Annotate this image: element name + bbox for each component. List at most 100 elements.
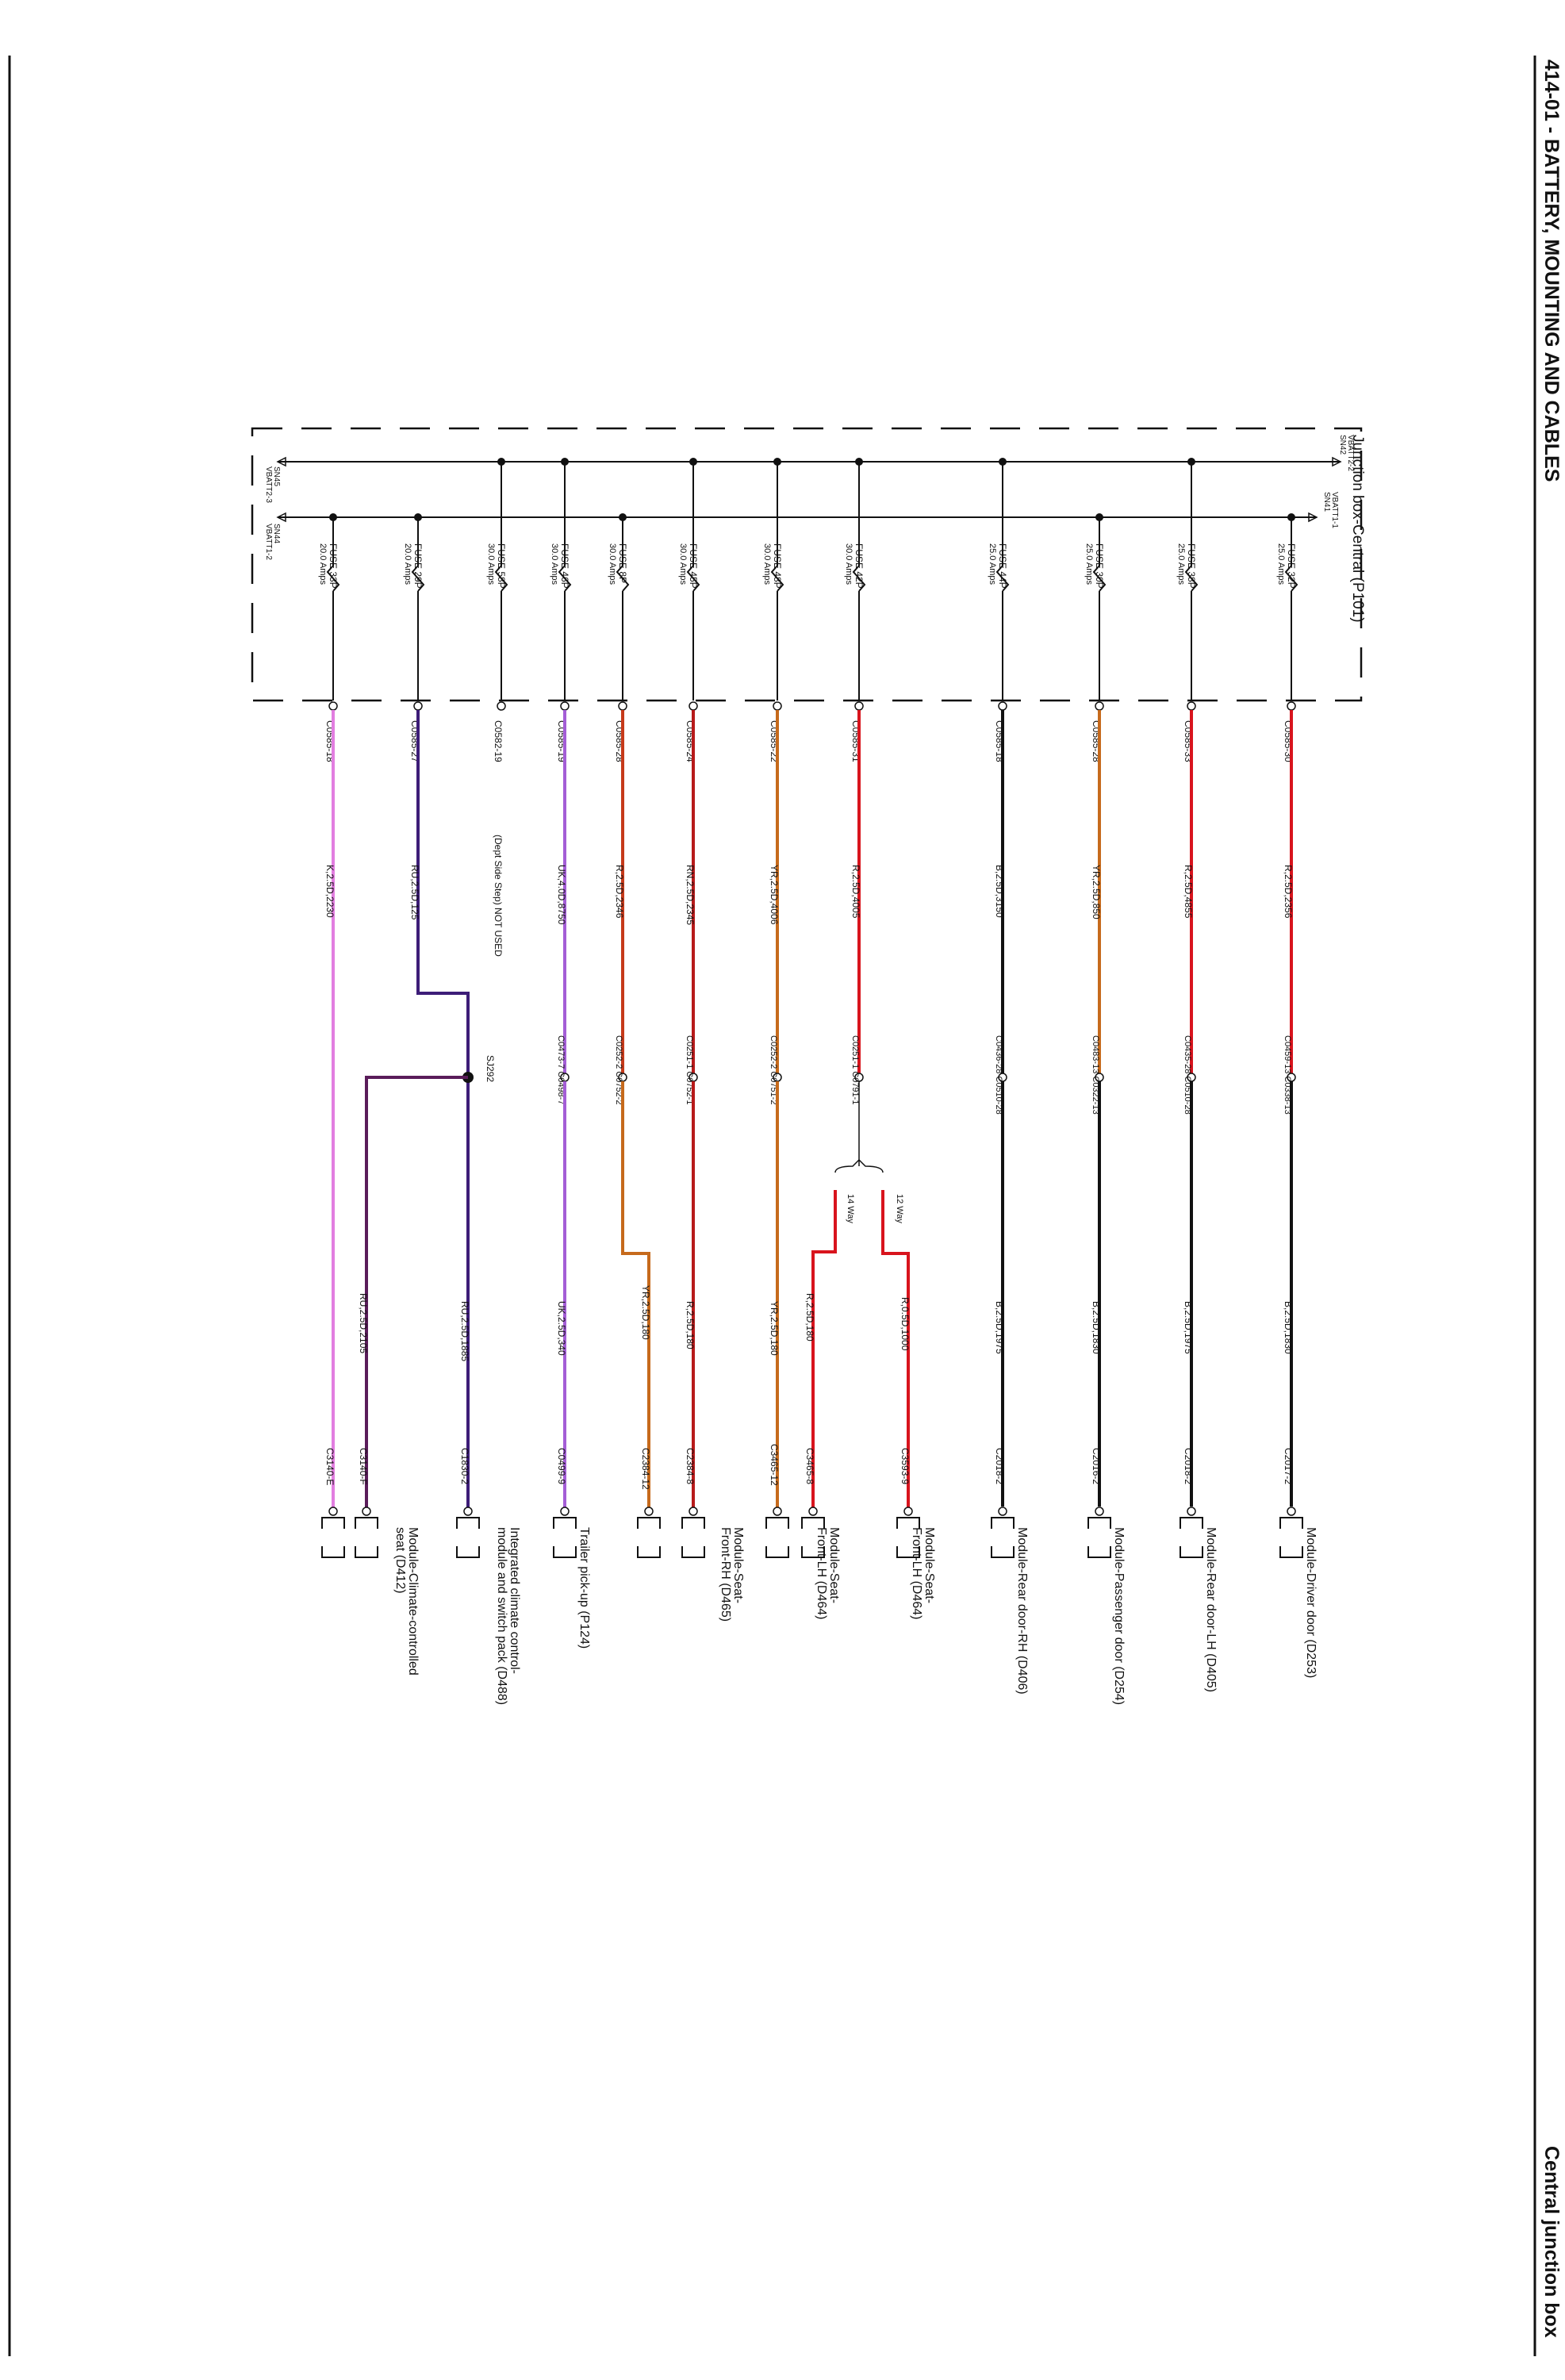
undefined	[1287, 1507, 1296, 1516]
undefined	[560, 1507, 570, 1516]
module-label: Module-Seat-	[731, 1527, 745, 1603]
fuse-label: FUSE 42P	[853, 543, 865, 589]
wire-label: YR,2.5D,4006	[769, 865, 780, 925]
wire-7-lower	[621, 1081, 650, 1511]
fuse-symbol	[411, 565, 425, 592]
module-label: Module-Rear door-LH (D405)	[1204, 1527, 1218, 1692]
wire-label: YR,2.5D,850	[1091, 865, 1102, 919]
wire-label: R,2.5D,4855	[1183, 865, 1194, 919]
bus-a-right-label: VBATT2-2	[1346, 435, 1355, 471]
wire-label: B,2.5D,3150	[994, 865, 1005, 918]
fuse-label: FUSE 45P	[688, 543, 699, 589]
fuse-rating: 30.0 Amps	[486, 543, 496, 585]
end-connector-label: C2018-2	[1183, 1448, 1194, 1484]
wire-label-lower: B,2.5D,1830	[1091, 1301, 1102, 1354]
undefined	[413, 701, 423, 711]
module-label: Trailer pick-up (P124)	[577, 1527, 591, 1649]
seat-lh-end-b-label: C3465-8	[804, 1448, 815, 1484]
bus-a-right-sub: SN42	[1338, 435, 1347, 455]
fuse-rating: 25.0 Amps	[1084, 543, 1094, 585]
fuse-rating: 30.0 Amps	[608, 543, 617, 585]
undefined	[328, 1507, 338, 1516]
undefined	[896, 1517, 920, 1558]
undefined	[463, 1507, 473, 1516]
module-label: Front-LH (D464)	[815, 1527, 828, 1619]
fuse-label: FUSE 8P	[617, 543, 628, 583]
fuse-label: FUSE 38P	[1186, 543, 1197, 589]
wire-label-lower: RU,2.5D,1885	[459, 1301, 470, 1361]
fuse-rating: 25.0 Amps	[1176, 543, 1186, 585]
wire-label-lower: B,2.5D,1975	[994, 1301, 1005, 1354]
undefined	[903, 1507, 913, 1516]
bus-b-left-label: SN44	[272, 524, 281, 543]
undefined	[1095, 701, 1104, 711]
undefined	[991, 1517, 1015, 1558]
undefined	[1180, 1517, 1203, 1558]
undefined	[321, 1517, 345, 1558]
fuse-rating: 20.0 Amps	[318, 543, 328, 585]
fuse-rating: 30.0 Amps	[550, 543, 559, 585]
undefined	[1187, 701, 1196, 711]
undefined	[637, 1517, 661, 1558]
undefined	[808, 1507, 818, 1516]
fuse-symbol	[852, 565, 866, 592]
fuse-label: FUSE 44P	[997, 543, 1008, 589]
undefined	[773, 1507, 782, 1516]
wire-label: K,2.5D,2230	[324, 865, 336, 918]
undefined	[1095, 1507, 1104, 1516]
wire-label-lower: YR,2.5D,180	[640, 1285, 651, 1340]
end-connector-label: C3140-E	[324, 1448, 336, 1485]
junction-box-outline	[251, 427, 1363, 702]
end-connector-label: C2018-2	[994, 1448, 1005, 1484]
fuse-label: FUSE 48P	[772, 543, 783, 589]
undefined	[1279, 1517, 1303, 1558]
fuse-rating: 30.0 Amps	[762, 543, 772, 585]
wire-label: UK,4.0D,8750	[556, 865, 567, 925]
wire-label: R,2.5D,4005	[850, 865, 861, 919]
wire-label-lower: RU,2.5D,2105	[358, 1293, 369, 1353]
bus-b-left-sub: VBATT1-2	[264, 524, 273, 560]
seat-lh-12way-wire	[881, 1190, 910, 1511]
seat-lh-14way-wire	[811, 1190, 837, 1511]
module-label: Module-Seat-	[923, 1527, 936, 1603]
fuse-label: FUSE 46P	[559, 543, 570, 589]
end-connector-label: C2384-8	[685, 1448, 696, 1484]
fuse-symbol	[1284, 565, 1298, 592]
module-label: Module-Passenger door (D254)	[1112, 1527, 1126, 1705]
fuse-symbol	[1184, 565, 1199, 592]
module-label: Module-Climate-controlled	[406, 1527, 420, 1676]
wire-label-lower: B,2.5D,1830	[1283, 1301, 1294, 1354]
wire-splice-branch	[365, 1076, 468, 1511]
end-connector-label: C3140-F	[358, 1448, 369, 1485]
bus-b: SN44 VBATT1-2 VBATT1-1 SN41	[264, 492, 1339, 560]
bus-b-right-sub: SN41	[1322, 492, 1331, 512]
undefined	[854, 701, 864, 711]
fuse-symbol	[686, 565, 700, 592]
seat-14way-label: 14 Way	[846, 1194, 855, 1223]
module-label: Front-RH (D465)	[719, 1527, 732, 1622]
undefined	[456, 1517, 480, 1558]
undefined	[1287, 701, 1296, 711]
seat-lh-wire-a-label: R,0.5D,1000	[899, 1297, 911, 1351]
fuse-symbol	[1092, 565, 1107, 592]
end-connector-label: C3465-12	[769, 1444, 780, 1486]
wire-label-lower: YR,2.5D,180	[769, 1301, 780, 1356]
end-connector-label: C2016-2	[1091, 1448, 1102, 1484]
wire-label: R,2.5D,2346	[614, 865, 625, 919]
undefined	[560, 701, 570, 711]
fuse-label: FUSE 29P	[412, 543, 424, 589]
fuse-label: FUSE 32P	[1286, 543, 1297, 589]
junction-box-label: Junction box-Central (P101)	[1349, 435, 1366, 623]
fuse-rating: 30.0 Amps	[844, 543, 853, 585]
